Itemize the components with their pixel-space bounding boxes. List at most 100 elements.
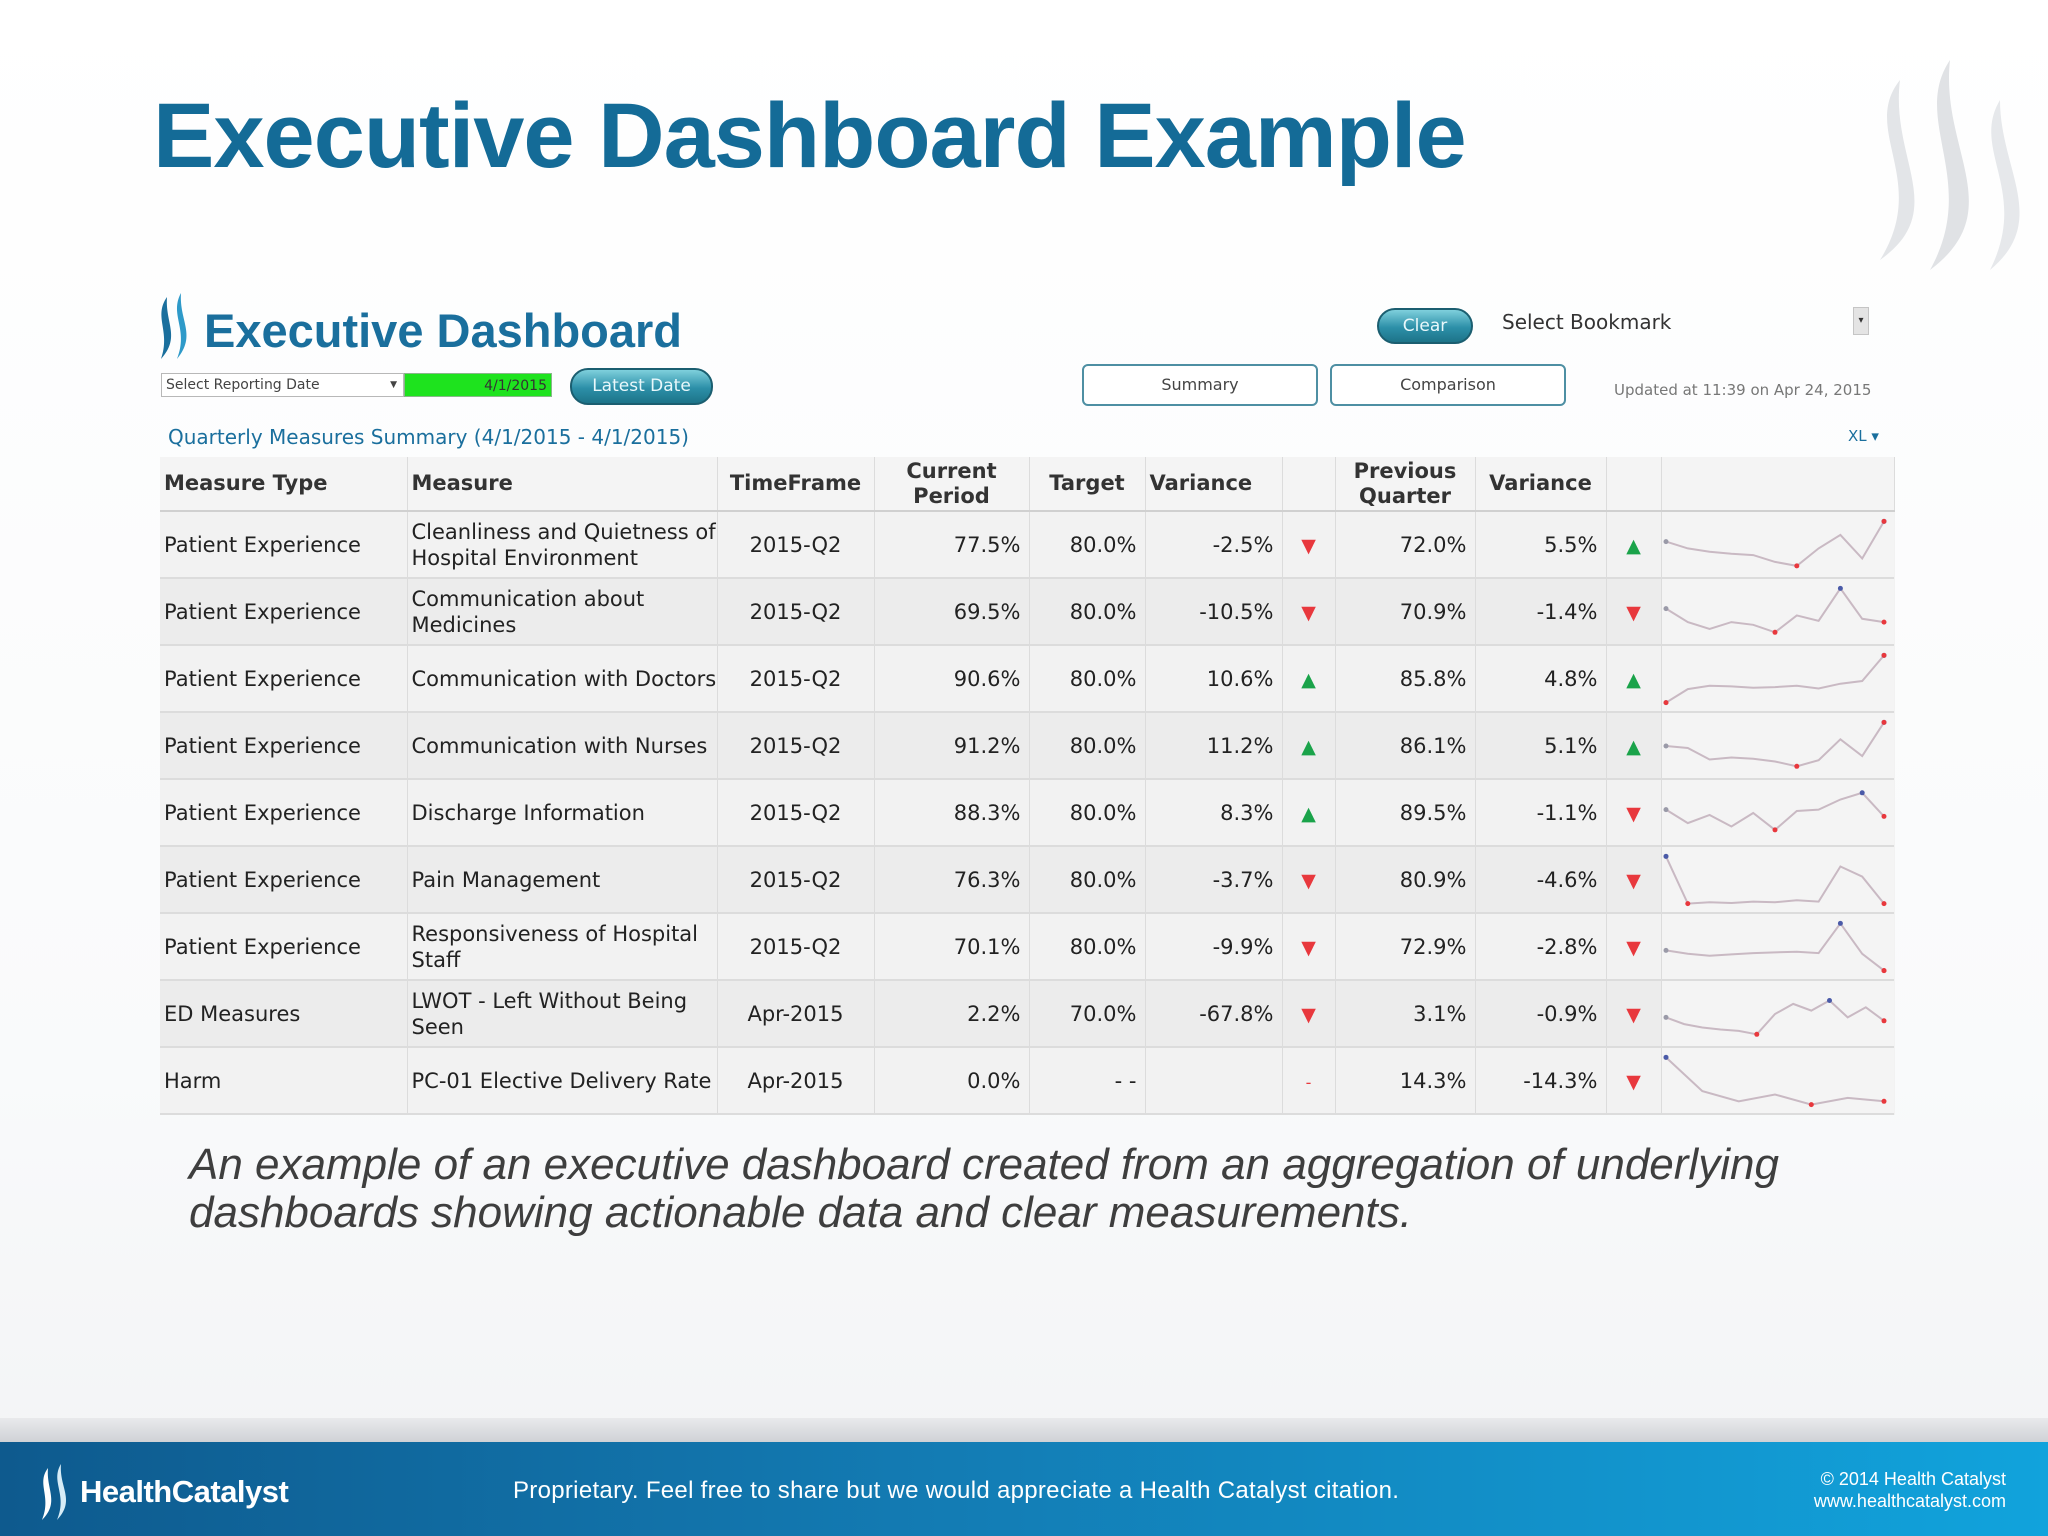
previous-quarter-cell: 3.1% bbox=[1335, 980, 1476, 1048]
bookmark-dropdown-icon[interactable]: ▾ bbox=[1853, 307, 1869, 335]
variance-2-indicator-cell: ▼ bbox=[1606, 846, 1662, 914]
trend-marker bbox=[1684, 900, 1690, 906]
dash-icon: - bbox=[1305, 1072, 1312, 1092]
measure-type-cell: Patient Experience bbox=[160, 779, 408, 847]
table-row[interactable]: Patient Experience Communication about Me… bbox=[160, 578, 1894, 646]
measure-cell: Cleanliness and Quietness of Hospital En… bbox=[407, 511, 718, 579]
col-header-measure[interactable]: Measure bbox=[407, 457, 718, 512]
variance-cell: -67.8% bbox=[1145, 980, 1283, 1048]
previous-quarter-cell: 86.1% bbox=[1335, 712, 1476, 780]
target-cell: 80.0% bbox=[1029, 913, 1146, 981]
table-row[interactable]: Patient Experience Communication with Nur… bbox=[160, 712, 1894, 780]
variance-2-cell: -0.9% bbox=[1475, 980, 1607, 1048]
table-row[interactable]: Harm PC-01 Elective Delivery Rate Apr-2015… bbox=[160, 1047, 1894, 1115]
clear-button[interactable]: Clear bbox=[1377, 308, 1473, 344]
trend-marker bbox=[1663, 743, 1668, 748]
measure-type-cell: Patient Experience bbox=[160, 578, 408, 646]
target-cell: 80.0% bbox=[1029, 645, 1146, 713]
select-bookmark-label[interactable]: Select Bookmark bbox=[1502, 310, 1672, 334]
trend-sparkline bbox=[1663, 997, 1886, 1037]
table-row[interactable]: ED Measures LWOT - Left Without Being See… bbox=[160, 980, 1894, 1048]
variance-indicator-cell: ▼ bbox=[1282, 511, 1336, 579]
comparison-tab[interactable]: Comparison bbox=[1330, 364, 1566, 406]
timeframe-cell: 2015-Q2 bbox=[717, 779, 875, 847]
summary-tab[interactable]: Summary bbox=[1082, 364, 1318, 406]
col-header-variance[interactable]: Variance bbox=[1145, 457, 1283, 512]
trend-marker bbox=[1793, 562, 1799, 568]
dashboard-title: Executive Dashboard bbox=[204, 304, 683, 357]
up-arrow-icon: ▲ bbox=[1301, 802, 1316, 825]
variance-cell: -10.5% bbox=[1145, 578, 1283, 646]
trend-line bbox=[1665, 721, 1885, 767]
section-title: Quarterly Measures Summary (4/1/2015 - 4… bbox=[168, 425, 689, 449]
variance-cell: 8.3% bbox=[1145, 779, 1283, 847]
variance-cell: 10.6% bbox=[1145, 645, 1283, 713]
website-text[interactable]: www.healthcatalyst.com bbox=[1813, 1491, 2006, 1511]
trend-marker bbox=[1837, 920, 1843, 926]
table-row[interactable]: Patient Experience Communication with Doc… bbox=[160, 645, 1894, 713]
variance-2-indicator-cell: ▼ bbox=[1606, 1047, 1662, 1115]
down-arrow-icon: ▼ bbox=[1626, 601, 1641, 624]
measure-cell: PC-01 Elective Delivery Rate bbox=[407, 1047, 718, 1115]
flame-logo-icon bbox=[42, 1464, 67, 1520]
measure-cell: Discharge Information bbox=[407, 779, 718, 847]
variance-2-cell: -14.3% bbox=[1475, 1047, 1607, 1115]
measure-cell: Communication with Doctors bbox=[407, 645, 718, 713]
up-arrow-icon: ▲ bbox=[1626, 668, 1641, 691]
col-header-target[interactable]: Target bbox=[1029, 457, 1146, 512]
measures-table: Measure Type Measure TimeFrame Current P… bbox=[160, 457, 1895, 1115]
trend-sparkline bbox=[1663, 719, 1886, 769]
slide-title: Executive Dashboard Example bbox=[153, 85, 1467, 187]
reporting-date-select[interactable]: Select Reporting Date ▼ bbox=[161, 373, 404, 397]
target-cell: 70.0% bbox=[1029, 980, 1146, 1048]
current-period-cell: 88.3% bbox=[874, 779, 1030, 847]
trend-marker bbox=[1881, 619, 1886, 625]
trend-sparkline bbox=[1663, 1054, 1886, 1107]
footer-brand: HealthCatalyst bbox=[80, 1474, 289, 1509]
col-header-previous-quarter[interactable]: Previous Quarter bbox=[1335, 457, 1476, 512]
col-header-variance-2[interactable]: Variance bbox=[1475, 457, 1607, 512]
variance-2-cell: -1.4% bbox=[1475, 578, 1607, 646]
previous-quarter-cell: 72.9% bbox=[1335, 913, 1476, 981]
table-row[interactable]: Patient Experience Responsiveness of Hosp… bbox=[160, 913, 1894, 981]
trend-marker bbox=[1881, 900, 1886, 906]
variance-indicator-cell: - bbox=[1282, 1047, 1336, 1115]
trend-sparkline bbox=[1663, 518, 1886, 568]
table-row[interactable]: Patient Experience Cleanliness and Quietn… bbox=[160, 511, 1894, 579]
col-header-measure-type[interactable]: Measure Type bbox=[160, 457, 408, 512]
variance-2-cell: -1.1% bbox=[1475, 779, 1607, 847]
variance-2-indicator-cell: ▲ bbox=[1606, 645, 1662, 713]
latest-date-button[interactable]: Latest Date bbox=[570, 368, 713, 405]
variance-cell bbox=[1145, 1047, 1283, 1115]
down-arrow-icon: ▼ bbox=[1626, 869, 1641, 892]
current-period-cell: 91.2% bbox=[874, 712, 1030, 780]
col-header-current-period[interactable]: Current Period bbox=[874, 457, 1030, 512]
down-arrow-icon: ▼ bbox=[1626, 1003, 1641, 1026]
target-cell: - - bbox=[1029, 1047, 1146, 1115]
trend-marker bbox=[1881, 518, 1886, 524]
xl-export-link[interactable]: XL ▾ bbox=[1848, 427, 1879, 445]
trend-marker bbox=[1881, 813, 1886, 819]
col-header-indicator-2 bbox=[1606, 457, 1662, 512]
flame-watermark-icon bbox=[1880, 60, 2020, 270]
trend-sparkline bbox=[1663, 920, 1886, 973]
trend-marker bbox=[1663, 853, 1668, 859]
table-row[interactable]: Patient Experience Pain Management 2015-Q2… bbox=[160, 846, 1894, 914]
timeframe-cell: 2015-Q2 bbox=[717, 645, 875, 713]
col-header-timeframe[interactable]: TimeFrame bbox=[717, 457, 875, 512]
reporting-date-value[interactable]: 4/1/2015 bbox=[404, 373, 552, 397]
trend-marker bbox=[1663, 699, 1668, 705]
trend-marker bbox=[1753, 1031, 1759, 1037]
trend-marker bbox=[1837, 585, 1843, 591]
variance-cell: -2.5% bbox=[1145, 511, 1283, 579]
variance-indicator-cell: ▲ bbox=[1282, 712, 1336, 780]
trend-sparkline bbox=[1663, 652, 1886, 705]
table-row[interactable]: Patient Experience Discharge Information 2… bbox=[160, 779, 1894, 847]
trend-marker bbox=[1663, 538, 1668, 544]
trend-line bbox=[1664, 855, 1885, 905]
measure-type-cell: Patient Experience bbox=[160, 511, 408, 579]
trend-marker bbox=[1663, 1014, 1668, 1020]
trend-line bbox=[1664, 654, 1885, 703]
current-period-cell: 69.5% bbox=[874, 578, 1030, 646]
dashboard-screenshot: Executive Dashboard Clear Select Bookmar… bbox=[150, 275, 1900, 1115]
